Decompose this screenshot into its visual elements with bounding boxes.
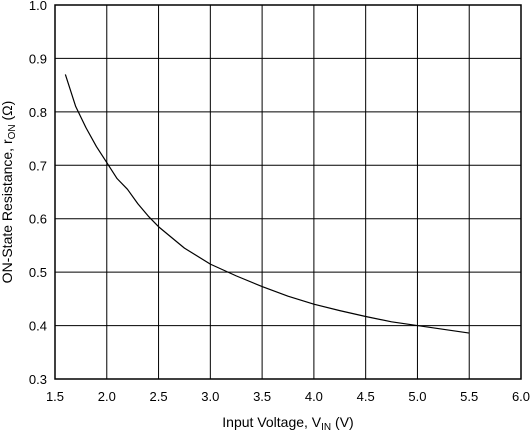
x-tick-label: 4.0 <box>305 389 323 404</box>
y-tick-label: 0.4 <box>29 319 47 334</box>
x-tick-labels: 1.5 2.0 2.5 3.0 3.5 4.0 4.5 5.0 5.5 6.0 <box>46 389 530 404</box>
y-tick-label: 0.3 <box>29 372 47 387</box>
x-axis-label: Input Voltage, VIN (V) <box>222 414 353 431</box>
series-group <box>64 74 470 334</box>
x-tick-label: 1.5 <box>46 389 64 404</box>
y-tick-label: 0.8 <box>29 105 47 120</box>
y-tick-label: 1.0 <box>29 0 47 13</box>
x-axis-label-prefix: Input Voltage, V <box>222 414 322 430</box>
y-axis-label-suffix: (Ω) <box>0 101 15 125</box>
x-tick-label: 3.0 <box>201 389 219 404</box>
x-tick-label: 3.5 <box>253 389 271 404</box>
plot-frame <box>54 4 522 380</box>
y-tick-label: 0.7 <box>29 158 47 173</box>
x-tick-label: 5.0 <box>408 389 426 404</box>
x-axis-label-subscript: IN <box>321 422 331 431</box>
y-tick-label: 0.6 <box>29 212 47 227</box>
y-tick-labels: 0.3 0.4 0.5 0.6 0.7 0.8 0.9 1.0 <box>29 0 47 387</box>
x-tick-label: 2.0 <box>98 389 116 404</box>
x-tick-label: 4.5 <box>357 389 375 404</box>
y-tick-label: 0.9 <box>29 51 47 66</box>
y-axis-label-subscript: ON <box>7 124 18 139</box>
x-axis-label-suffix: (V) <box>331 414 354 430</box>
x-tick-label: 2.5 <box>150 389 168 404</box>
x-tick-label: 6.0 <box>512 389 530 404</box>
series-line <box>64 74 470 334</box>
y-tick-label: 0.5 <box>29 265 47 280</box>
y-axis-label-prefix: ON-State Resistance, r <box>0 139 15 283</box>
x-tick-label: 5.5 <box>460 389 478 404</box>
y-axis-label: ON-State Resistance, rON (Ω) <box>0 101 18 284</box>
grid <box>54 4 522 380</box>
